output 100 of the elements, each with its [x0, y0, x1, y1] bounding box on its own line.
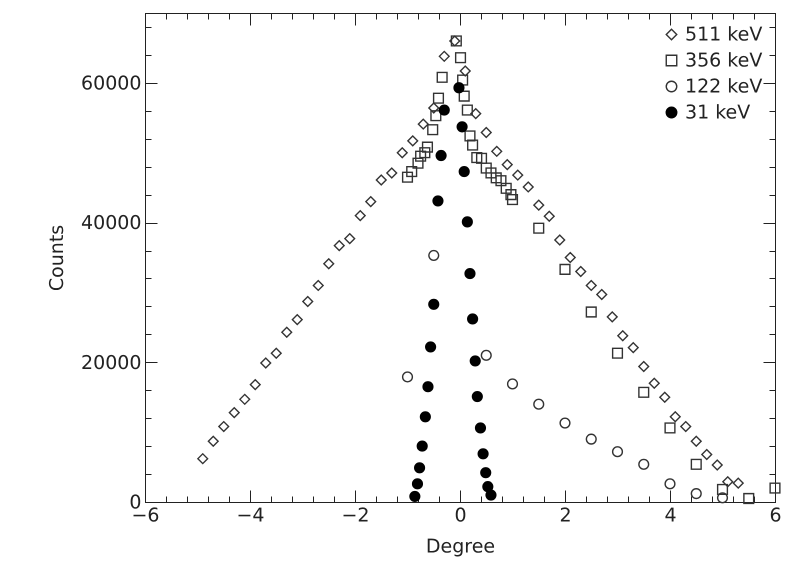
point: [462, 216, 473, 228]
point: [559, 264, 571, 275]
point: [416, 440, 428, 452]
point: [490, 172, 502, 184]
point: [412, 478, 424, 490]
point: [612, 348, 624, 359]
point: [533, 398, 544, 410]
point: [596, 288, 608, 300]
point: [376, 174, 387, 186]
point: [500, 182, 512, 194]
point: [690, 436, 702, 447]
point: [480, 162, 492, 174]
point: [670, 411, 681, 422]
point: [436, 150, 447, 162]
point: [586, 434, 597, 445]
point: [612, 446, 624, 458]
point: [453, 82, 465, 94]
point: [470, 355, 481, 366]
point: [617, 330, 628, 342]
point: [396, 147, 408, 158]
point: [425, 341, 436, 352]
legend-label: 356 keV: [685, 50, 762, 72]
point: [250, 379, 261, 390]
x-tick-label: 2: [559, 504, 572, 526]
point: [260, 357, 272, 369]
point: [480, 467, 492, 478]
point: [406, 166, 418, 178]
point: [312, 280, 324, 292]
x-tick-label: 6: [769, 504, 782, 526]
point: [680, 420, 692, 432]
point: [432, 195, 444, 206]
point: [409, 490, 420, 502]
point: [454, 52, 466, 64]
point: [606, 311, 618, 322]
y-axis-title: Counts: [46, 224, 68, 292]
point: [716, 492, 728, 504]
x-tick-label: −4: [236, 504, 265, 526]
point: [438, 104, 450, 116]
point: [471, 152, 482, 164]
point: [554, 234, 566, 246]
point: [458, 90, 470, 102]
point: [402, 172, 414, 183]
point: [664, 422, 676, 434]
point: [743, 492, 754, 504]
point: [281, 326, 292, 338]
x-tick-label: 4: [664, 504, 677, 526]
point: [544, 210, 555, 222]
point: [533, 222, 544, 234]
x-tick-label: 0: [454, 504, 467, 526]
point: [690, 488, 702, 500]
point: [467, 313, 478, 325]
y-tick-label: 60000: [81, 72, 142, 94]
point: [462, 104, 473, 116]
point: [659, 392, 670, 403]
point: [564, 252, 576, 264]
point: [712, 459, 723, 471]
legend-label: 122 keV: [685, 76, 762, 98]
point: [480, 350, 492, 361]
point: [427, 124, 438, 136]
x-tick-label: −2: [341, 504, 370, 526]
point: [239, 394, 250, 405]
point: [365, 196, 376, 208]
point: [533, 200, 544, 211]
point: [428, 298, 440, 310]
point: [470, 108, 482, 120]
point: [386, 167, 398, 179]
point: [344, 233, 356, 244]
point: [460, 65, 471, 77]
point: [722, 476, 734, 488]
point: [485, 489, 497, 501]
point: [270, 348, 282, 359]
point: [628, 342, 639, 354]
point: [732, 478, 744, 489]
point: [474, 422, 486, 434]
point: [638, 360, 650, 372]
point: [458, 166, 470, 178]
point: [428, 250, 440, 261]
point: [414, 462, 426, 474]
point: [208, 436, 219, 447]
point: [478, 448, 489, 460]
point: [402, 371, 414, 383]
point: [412, 158, 424, 169]
point: [464, 130, 476, 142]
point: [586, 280, 597, 292]
point: [769, 482, 781, 494]
point: [506, 194, 518, 206]
point: [467, 139, 478, 151]
point: [228, 407, 240, 418]
point: [472, 390, 483, 402]
point: [506, 378, 518, 390]
legend-label: 511 keV: [685, 24, 762, 46]
point: [664, 478, 676, 490]
point: [502, 159, 513, 170]
x-axis-title: Degree: [426, 536, 496, 558]
point: [323, 258, 334, 270]
point: [456, 121, 468, 132]
point: [476, 152, 488, 164]
point: [354, 210, 366, 222]
point: [430, 110, 442, 122]
point: [407, 135, 418, 146]
